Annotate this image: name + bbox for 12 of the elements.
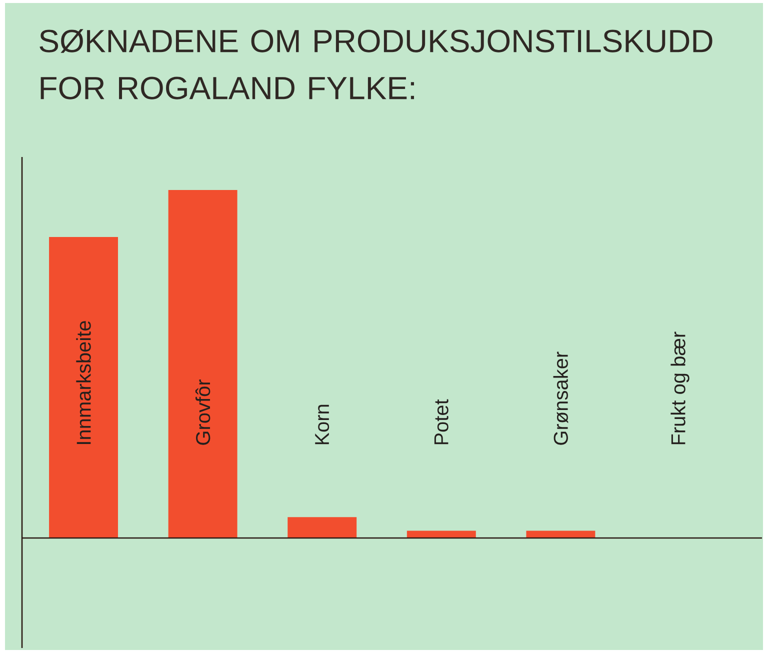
x-tick-label: Frukt og bær [670, 332, 690, 444]
chart-title: SØKNADENE OM PRODUKSJONSTILSKUDD FOR ROGALAND FYLKE: [40, 29, 712, 100]
x-tick-label: Potet [434, 399, 448, 444]
bar [168, 190, 238, 538]
x-tick-label: Grønsaker [553, 352, 568, 445]
x-tick-label: Korn [315, 404, 330, 444]
bar [49, 237, 118, 538]
x-tick-label: Innmarksbeite [76, 321, 91, 444]
bar [526, 530, 596, 538]
bar [288, 517, 357, 538]
bar [406, 530, 476, 538]
x-tick-label: Grovfôr [195, 379, 210, 445]
